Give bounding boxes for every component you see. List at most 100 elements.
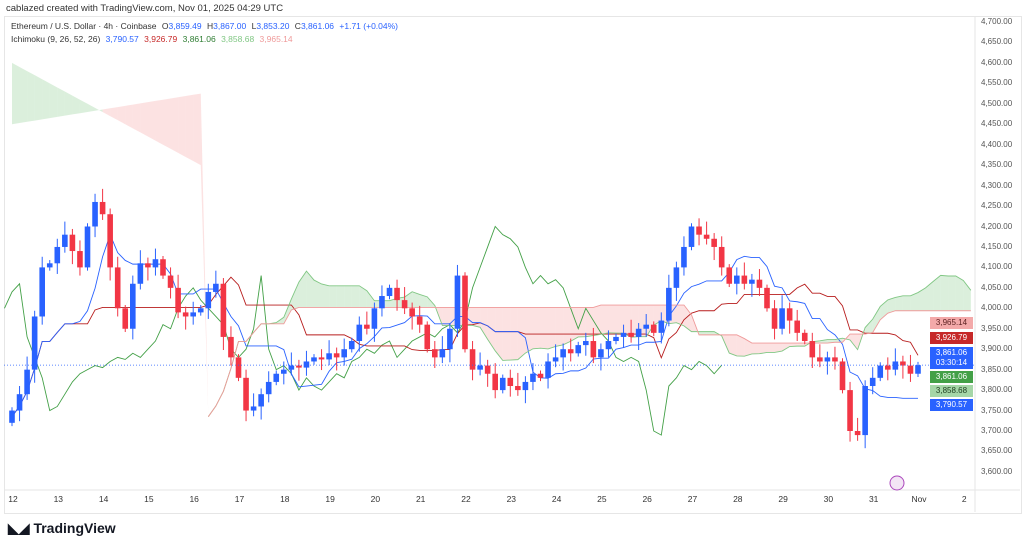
candle-body [250, 406, 257, 411]
date-tick: 25 [597, 494, 607, 504]
kumo-cloud-segment [887, 297, 896, 314]
kumo-cloud-segment [200, 93, 209, 417]
candle-body [235, 357, 242, 378]
candle-body [409, 308, 415, 317]
kumo-cloud-segment [767, 343, 775, 353]
candle-body [107, 214, 113, 268]
kumo-cloud-segment [147, 100, 156, 141]
candle-body [839, 361, 846, 391]
price-tag-value: 3,861.06 [935, 348, 968, 358]
price-tick: 4,150.00 [981, 241, 1013, 251]
logo-icon: ◣◢ [8, 520, 34, 536]
kumo-cloud-segment [140, 102, 148, 137]
kumo-cloud-segment [419, 294, 428, 308]
span-a-value: 3,858.68 [221, 34, 255, 44]
kumo-cloud-segment [706, 331, 715, 335]
price-tick: 4,300.00 [981, 180, 1013, 190]
candle-body [190, 312, 196, 317]
candle-body [303, 361, 310, 368]
kumo-cloud-segment [87, 103, 96, 112]
low-value: 3,853.20 [256, 21, 290, 31]
candle-body [643, 324, 649, 329]
indicator-legend: Ichimoku (9, 26, 52, 26) 3,790.57 3,926.… [11, 33, 401, 46]
candle-body [228, 336, 234, 358]
kumo-cloud-segment [49, 83, 58, 119]
candle-body [281, 369, 287, 374]
candle-body [734, 275, 740, 284]
date-tick: 19 [325, 494, 335, 504]
open-value: 3,859.49 [168, 21, 202, 31]
price-tick: 3,950.00 [981, 323, 1013, 333]
date-tick: 26 [642, 494, 652, 504]
candle-body [205, 291, 212, 309]
kumo-cloud-segment [555, 307, 564, 347]
candle-body [114, 267, 121, 309]
lagging-value: 3,861.06 [182, 34, 216, 44]
high-label: H [206, 21, 214, 31]
date-tick: 29 [778, 494, 788, 504]
kumo-cloud-segment [865, 319, 873, 335]
date-tick: 2 [961, 494, 967, 504]
candle-body [885, 365, 891, 370]
kumo-cloud-segment [359, 285, 367, 308]
candle-body [537, 373, 544, 378]
high-value: 3,867.00 [213, 21, 247, 31]
kijun-value: 3,926.79 [144, 34, 178, 44]
candle-body [635, 328, 642, 337]
candle-body [862, 386, 868, 436]
price-tick: 4,100.00 [981, 262, 1013, 272]
date-tick: 15 [144, 494, 154, 504]
candle-body [145, 263, 151, 268]
candle-body [318, 357, 325, 360]
chart-credit: cablazed created with TradingView.com, N… [6, 3, 284, 14]
symbol-name[interactable]: Ethereum / U.S. Dollar · 4h · Coinbase [11, 21, 157, 31]
candle-body [877, 365, 884, 378]
chart-frame [4, 16, 1022, 514]
price-tick: 4,350.00 [981, 160, 1013, 170]
candle-body [613, 336, 619, 342]
price-tick: 4,050.00 [981, 282, 1013, 292]
candle-body [152, 259, 159, 268]
candle-body [786, 308, 793, 321]
candle-body [31, 316, 38, 370]
candle-body [394, 287, 400, 301]
candle-body [522, 381, 529, 391]
candle-body [824, 357, 831, 362]
kumo-cloud-segment [570, 307, 579, 342]
price-tick: 4,450.00 [981, 119, 1013, 129]
kumo-cloud-segment [578, 307, 586, 337]
kumo-cloud-segment [751, 343, 760, 354]
kumo-cloud-segment [548, 307, 556, 349]
kumo-cloud-segment [736, 334, 745, 357]
kumo-cloud-segment [42, 79, 50, 120]
candle-body [583, 341, 589, 346]
kumo-cloud-segment [646, 305, 654, 337]
candle-body [756, 279, 763, 288]
date-tick: 21 [415, 494, 426, 504]
candle-body [598, 349, 604, 358]
candle-body [69, 234, 76, 252]
price-tick: 3,800.00 [981, 385, 1013, 395]
kumo-cloud-segment [683, 305, 692, 332]
candle-body [54, 246, 61, 264]
price-tick: 3,600.00 [981, 466, 1013, 476]
indicator-name[interactable]: Ichimoku (9, 26, 52, 26) [11, 34, 101, 44]
date-tick: 14 [98, 494, 109, 504]
candle-body [439, 349, 446, 358]
kumo-cloud-segment [95, 107, 103, 112]
tenkan-value: 3,790.57 [105, 34, 139, 44]
kumo-cloud-segment [64, 91, 73, 116]
candle-body [454, 275, 461, 329]
kumo-cloud-segment [480, 307, 488, 340]
kumo-cloud-segment [298, 271, 307, 308]
kumo-cloud-segment [653, 305, 662, 326]
candle-body [288, 365, 295, 370]
candle-body [530, 373, 536, 382]
price-tick: 4,650.00 [981, 37, 1013, 47]
kumo-cloud-segment [902, 295, 911, 311]
candle-body [197, 308, 204, 313]
candle-body [167, 275, 174, 288]
candle-body [809, 341, 816, 358]
candle-body [311, 357, 317, 362]
